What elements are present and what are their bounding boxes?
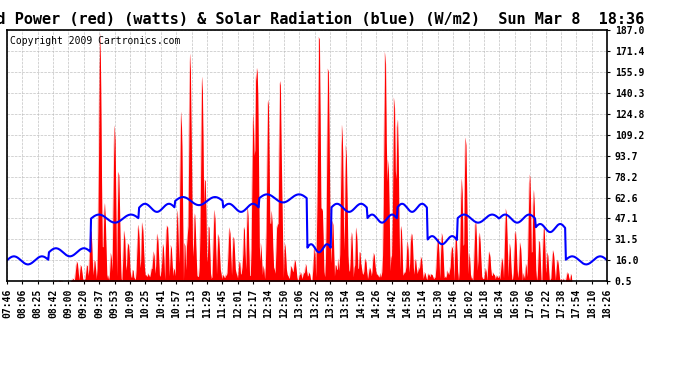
Text: Copyright 2009 Cartronics.com: Copyright 2009 Cartronics.com: [10, 36, 180, 46]
Title: Grid Power (red) (watts) & Solar Radiation (blue) (W/m2)  Sun Mar 8  18:36: Grid Power (red) (watts) & Solar Radiati…: [0, 12, 644, 27]
